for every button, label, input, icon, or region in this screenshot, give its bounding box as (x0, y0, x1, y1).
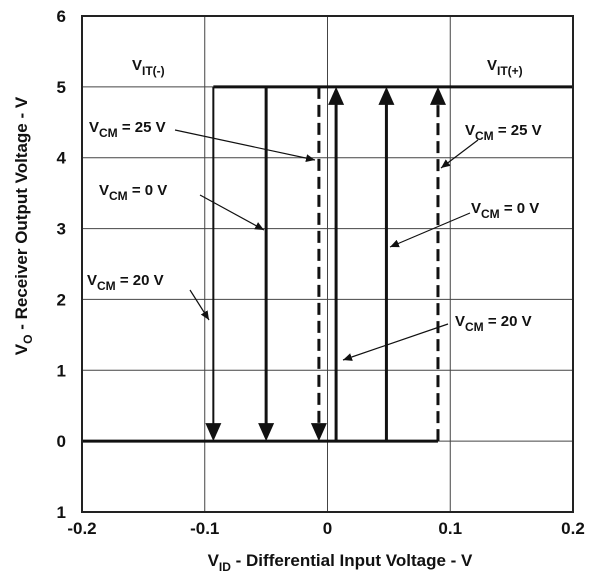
threshold-label-positive: VIT(+) (487, 57, 523, 78)
x-tick-label-0: -0.2 (67, 519, 96, 538)
y-tick-label-3: 3 (57, 220, 66, 239)
transition-up-3 (328, 86, 345, 442)
annotation-vcm-20v-falling: VCM = 20 V (87, 272, 164, 293)
annotation-vcm-20v-rising: VCM = 20 V (455, 313, 532, 334)
x-tick-label-2: 0 (323, 519, 332, 538)
y-tick-label-5: 1 (57, 361, 66, 380)
transition-up-5 (429, 86, 446, 442)
y-axis-title: VO - Receiver Output Voltage - V (12, 96, 35, 355)
x-tick-label-4: 0.2 (561, 519, 585, 538)
y-tick-labels: 6 5 4 3 2 1 0 1 (57, 7, 67, 522)
output-trace (82, 85, 573, 443)
annotation-leaders (174, 129, 479, 361)
y-tick-label-0: 6 (57, 7, 66, 26)
x-tick-label-1: -0.1 (190, 519, 219, 538)
y-tick-label-6: 0 (57, 432, 66, 451)
transition-down-0 (205, 86, 222, 442)
threshold-label-negative: VIT(-) (132, 57, 165, 78)
transition-down-2 (310, 86, 327, 442)
annotation-vcm-25v-rising: VCM = 25 V (465, 122, 542, 143)
grid (81, 15, 574, 513)
leader-vcm-25v-rising (440, 139, 479, 169)
y-tick-label-4: 2 (57, 290, 66, 309)
leader-vcm-20v-falling (189, 289, 210, 321)
annotation-vcm-0v-falling: VCM = 0 V (99, 182, 167, 203)
annotation-vcm-25v-falling: VCM = 25 V (89, 119, 166, 140)
y-tick-label-2: 4 (57, 149, 67, 168)
annotation-vcm-0v-rising: VCM = 0 V (471, 200, 539, 221)
leader-vcm-25v-falling (174, 129, 316, 163)
y-tick-label-7: 1 (57, 503, 66, 522)
transition-up-4 (378, 86, 395, 442)
x-axis-title: VID - Differential Input Voltage - V (208, 551, 473, 574)
x-tick-labels: -0.2 -0.1 0 0.1 0.2 (67, 519, 584, 538)
plot-frame (81, 15, 574, 513)
leader-vcm-0v-rising (389, 212, 471, 248)
x-tick-label-3: 0.1 (438, 519, 462, 538)
leader-vcm-0v-falling (199, 194, 265, 231)
leader-vcm-20v-rising (342, 323, 449, 361)
y-tick-label-1: 5 (57, 78, 66, 97)
transition-down-1 (258, 86, 275, 442)
